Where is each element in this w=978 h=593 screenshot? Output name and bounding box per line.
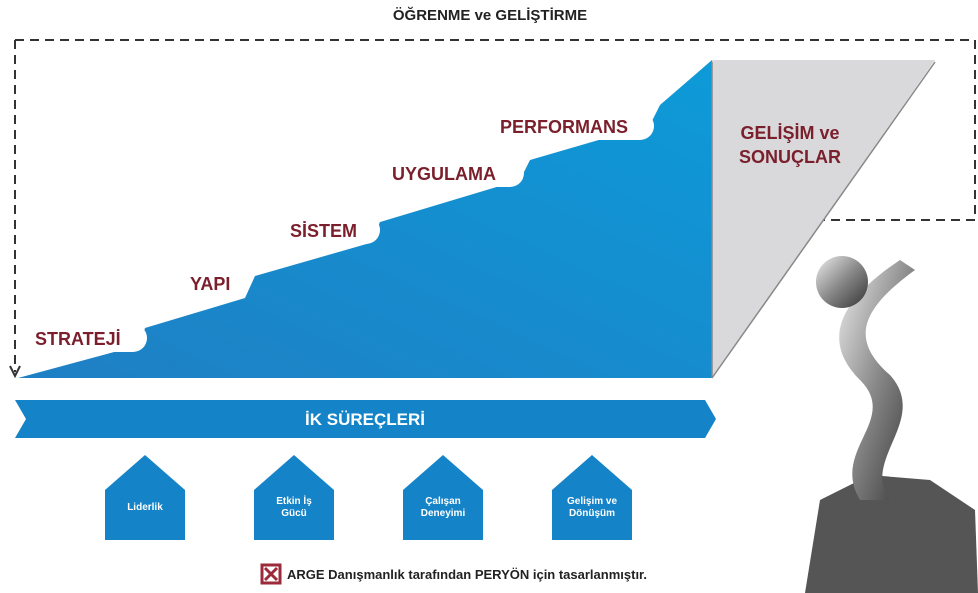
footer-text: ARGE Danışmanlık tarafından PERYÖN için … (287, 567, 647, 582)
process-box (105, 455, 185, 540)
result-label: SONUÇLAR (739, 147, 841, 167)
process-label: Çalışan (425, 496, 461, 507)
statue-base (805, 475, 978, 593)
step-label: YAPI (190, 274, 230, 294)
process-label: Deneyimi (421, 508, 466, 519)
band-label: İK SÜREÇLERİ (305, 410, 425, 429)
process-label: Etkin İş (276, 494, 312, 507)
step-label: PERFORMANS (500, 117, 628, 137)
result-label: GELİŞİM ve (740, 123, 839, 143)
diagram: ÖĞRENME ve GELİŞTİRME GELİŞİM ve SONUÇLA… (0, 0, 978, 593)
process-label: Gücü (281, 508, 307, 519)
process-label: Dönüşüm (569, 508, 615, 519)
process-label: Gelişim ve (567, 496, 617, 507)
statue-head (816, 256, 868, 308)
step-label: UYGULAMA (392, 164, 496, 184)
title: ÖĞRENME ve GELİŞTİRME (393, 6, 587, 24)
logo-icon (262, 565, 280, 583)
step-label: SİSTEM (290, 221, 357, 241)
step-label: STRATEJİ (35, 329, 121, 349)
process-label: Liderlik (127, 502, 163, 513)
